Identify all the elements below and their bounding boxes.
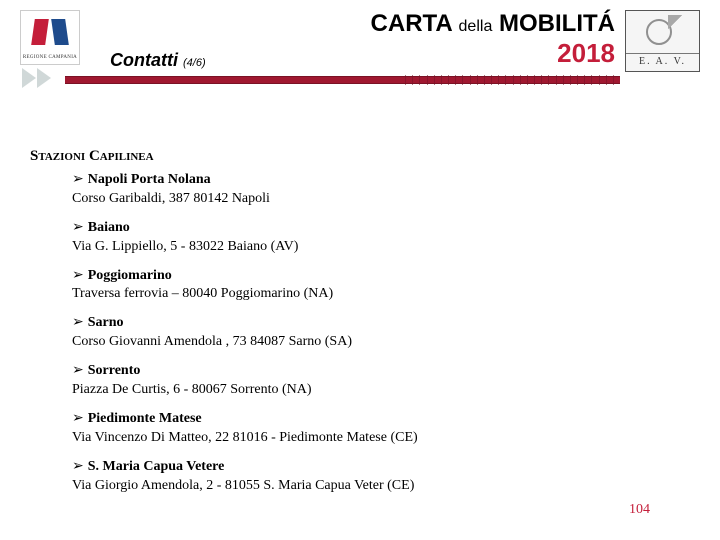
station-item: Napoli Porta Nolana Corso Garibaldi, 387 … [72, 171, 680, 209]
station-address: Via G. Lippiello, 5 - 83022 Baiano (AV) [72, 238, 680, 257]
station-item: Poggiomarino Traversa ferrovia – 80040 Po… [72, 267, 680, 305]
header: REGIONE CAMPANIA CARTA della MOBILITÁ 20… [0, 0, 720, 95]
arrow-decoration [22, 68, 51, 88]
page-number: 104 [629, 502, 650, 518]
shield-icon [30, 16, 70, 50]
station-item: Sarno Corso Giovanni Amendola , 73 84087 … [72, 314, 680, 352]
stations-list: Napoli Porta Nolana Corso Garibaldi, 387 … [30, 171, 680, 495]
eav-emblem-icon [638, 15, 688, 53]
logo-left-caption: REGIONE CAMPANIA [21, 55, 79, 60]
station-name: S. Maria Capua Vetere [72, 459, 224, 474]
subtitle-text: Contatti [110, 50, 178, 70]
station-name: Piedimonte Matese [72, 411, 202, 426]
station-item: Baiano Via G. Lippiello, 5 - 83022 Baiano… [72, 219, 680, 257]
regione-campania-logo: REGIONE CAMPANIA [20, 10, 80, 65]
station-item: Piedimonte Matese Via Vincenzo Di Matteo,… [72, 410, 680, 448]
document-year: 2018 [557, 38, 615, 69]
title-carta: CARTA [371, 10, 452, 37]
station-name: Sarno [72, 315, 124, 330]
station-name: Sorrento [72, 363, 140, 378]
chevron-right-icon [22, 68, 36, 88]
station-address: Corso Giovanni Amendola , 73 84087 Sarno… [72, 333, 680, 352]
subtitle-page-fraction: (4/6) [183, 57, 206, 69]
title-mobilita: MOBILITÁ [499, 10, 615, 37]
section-subtitle: Contatti (4/6) [110, 50, 206, 71]
station-name: Poggiomarino [72, 268, 172, 283]
station-address: Piazza De Curtis, 6 - 80067 Sorrento (NA… [72, 381, 680, 400]
station-address: Via Vincenzo Di Matteo, 22 81016 - Piedi… [72, 429, 680, 448]
station-address: Via Giorgio Amendola, 2 - 81055 S. Maria… [72, 477, 680, 496]
ruler-ticks-icon [405, 75, 620, 85]
station-item: Sorrento Piazza De Curtis, 6 - 80067 Sorr… [72, 362, 680, 400]
title-della: della [459, 18, 493, 35]
chevron-right-icon [37, 68, 51, 88]
eav-logo: E. A. V. [625, 10, 700, 72]
station-name: Baiano [72, 220, 130, 235]
station-name: Napoli Porta Nolana [72, 172, 211, 187]
station-item: S. Maria Capua Vetere Via Giorgio Amendol… [72, 458, 680, 496]
content-area: Stazioni Capilinea Napoli Porta Nolana Co… [30, 148, 680, 505]
station-address: Corso Garibaldi, 387 80142 Napoli [72, 190, 680, 209]
eav-caption: E. A. V. [626, 53, 699, 67]
document-title: CARTA della MOBILITÁ [371, 10, 615, 38]
station-address: Traversa ferrovia – 80040 Poggiomarino (… [72, 285, 680, 304]
section-title: Stazioni Capilinea [30, 148, 680, 165]
